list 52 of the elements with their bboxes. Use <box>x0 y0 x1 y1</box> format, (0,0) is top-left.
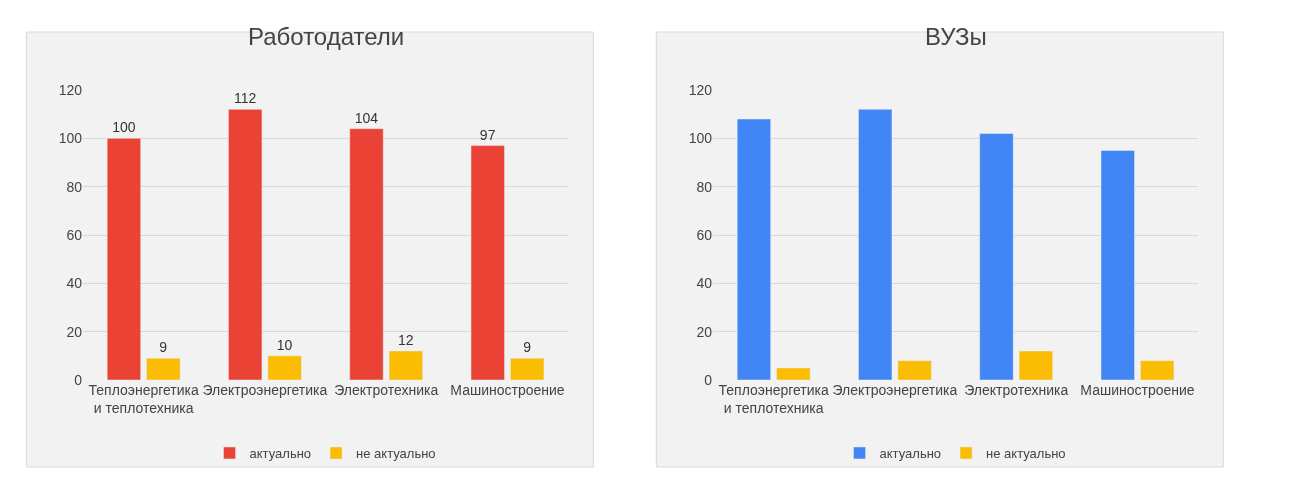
bar <box>776 367 811 380</box>
bar <box>897 360 932 380</box>
y-tick-label: 100 <box>688 130 713 147</box>
data-label: 97 <box>479 126 496 143</box>
y-tick-label: 40 <box>696 275 713 292</box>
bar <box>1140 360 1175 380</box>
chart-title: Работодатели <box>248 23 405 50</box>
bar <box>736 118 771 380</box>
data-label: 9 <box>159 339 168 356</box>
y-tick-label: 60 <box>66 226 83 243</box>
y-tick-label: 20 <box>66 323 83 340</box>
x-tick-label: Теплоэнергетика и теплотехника <box>718 382 829 417</box>
bar <box>267 355 302 380</box>
x-tick-label: Машиностроение <box>1080 382 1195 398</box>
x-tick-label: Электроэнергетика <box>202 382 328 398</box>
legend-label: не актуально <box>356 446 436 462</box>
data-label: 112 <box>233 90 257 107</box>
bar <box>470 145 505 380</box>
bar <box>106 138 141 380</box>
y-tick-label: 0 <box>74 371 83 388</box>
data-label: 9 <box>523 339 532 356</box>
x-tick-label: Электроэнергетика <box>832 382 958 398</box>
y-tick-label: 120 <box>688 81 713 98</box>
y-tick-label: 0 <box>704 371 713 388</box>
x-tick-label: Теплоэнергетика и теплотехника <box>88 382 199 417</box>
y-tick-label: 120 <box>58 81 83 98</box>
bar <box>1100 150 1135 380</box>
bar <box>979 133 1014 380</box>
legend-label: актуально <box>249 446 312 462</box>
bar <box>1018 350 1053 380</box>
data-label: 104 <box>354 109 379 126</box>
bar <box>510 358 545 380</box>
y-tick-label: 60 <box>696 226 713 243</box>
y-tick-label: 40 <box>66 275 83 292</box>
y-tick-label: 80 <box>696 178 713 195</box>
data-label: 10 <box>276 336 293 353</box>
y-tick-label: 100 <box>58 130 83 147</box>
data-label: 12 <box>398 332 414 348</box>
chart-title: ВУЗы <box>925 23 987 50</box>
x-tick-label: Электротехника <box>334 382 439 398</box>
x-tick-label: Электротехника <box>964 382 1069 398</box>
bar <box>146 358 181 380</box>
x-tick-label: Машиностроение <box>450 382 565 398</box>
data-label: 100 <box>112 119 136 136</box>
y-tick-label: 20 <box>696 323 713 340</box>
bar <box>858 109 893 380</box>
legend-label: не актуально <box>986 446 1066 462</box>
bar <box>349 128 384 380</box>
bar <box>228 109 263 380</box>
bar <box>388 350 423 380</box>
legend-label: актуально <box>879 446 942 462</box>
y-tick-label: 80 <box>66 178 83 195</box>
